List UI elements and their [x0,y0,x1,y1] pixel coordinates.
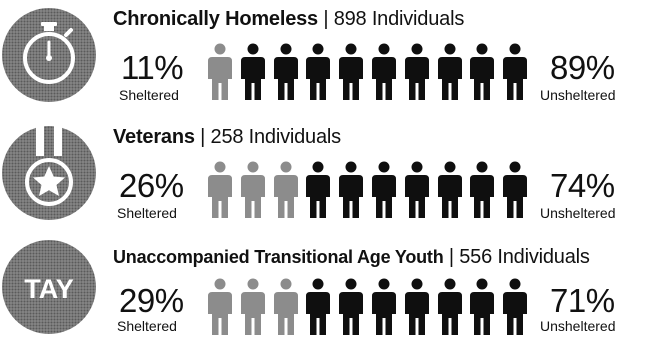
person-icon-unsheltered [274,43,298,100]
person-icon-unsheltered [405,43,429,100]
tay-badge-icon: TAY [2,240,96,334]
person-icon-sheltered [241,161,265,218]
people-figures [208,278,530,338]
sheltered-percent: 11% [121,49,184,86]
people-figures [208,161,530,221]
person-icon-sheltered [208,43,232,100]
section-veterans: Veterans | 258 Individuals 26% Sheltered… [0,118,645,230]
person-icon-unsheltered [306,161,330,218]
person-icon-unsheltered [438,161,462,218]
person-icon-unsheltered [339,43,363,100]
title-separator: | [200,126,206,148]
person-icon-unsheltered [405,161,429,218]
person-icon-sheltered [274,278,298,335]
tay-badge-text: TAY [24,274,74,304]
people-figures [208,43,530,103]
person-icon-unsheltered [306,43,330,100]
individuals-count: 898 Individuals [333,8,465,30]
unsheltered-label: Unsheltered [540,318,616,334]
person-icon-unsheltered [405,278,429,335]
person-icon-unsheltered [339,161,363,218]
section-chronically-homeless: Chronically Homeless | 898 Individuals 1… [0,0,645,112]
person-icon-unsheltered [503,278,527,335]
unsheltered-label: Unsheltered [540,205,616,221]
sheltered-percent: 26% [119,167,184,204]
sheltered-label: Sheltered [117,205,177,221]
category-name: Chronically Homeless [113,8,318,30]
sheltered-percent: 29% [119,282,184,319]
sheltered-label: Sheltered [117,318,177,334]
person-icon-sheltered [208,161,232,218]
individuals-count: 258 Individuals [210,126,342,148]
individuals-count: 556 Individuals [459,246,590,268]
title-separator: | [323,8,329,30]
person-icon-unsheltered [470,278,494,335]
unsheltered-percent: 74% [550,167,615,204]
unsheltered-label: Unsheltered [540,87,616,103]
stopwatch-icon [2,8,96,102]
category-name: Veterans [113,126,195,148]
person-icon-unsheltered [503,161,527,218]
person-icon-unsheltered [470,161,494,218]
person-icon-unsheltered [372,278,396,335]
person-icon-unsheltered [372,161,396,218]
person-icon-unsheltered [241,43,265,100]
unsheltered-percent: 89% [550,49,615,86]
person-icon-unsheltered [372,43,396,100]
person-icon-unsheltered [339,278,363,335]
section-title: Veterans | 258 Individuals [113,126,341,148]
section-title: Unaccompanied Transitional Age Youth | 5… [113,246,590,268]
unsheltered-percent: 71% [550,282,615,319]
person-icon-unsheltered [306,278,330,335]
person-icon-sheltered [241,278,265,335]
sheltered-label: Sheltered [119,87,179,103]
section-title: Chronically Homeless | 898 Individuals [113,8,464,30]
category-name: Unaccompanied Transitional Age Youth [113,247,444,267]
person-icon-unsheltered [470,43,494,100]
person-icon-sheltered [208,278,232,335]
section-tay: TAY Unaccompanied Transitional Age Youth… [0,226,645,338]
person-icon-unsheltered [438,43,462,100]
medal-star-icon [2,126,96,220]
person-icon-unsheltered [503,43,527,100]
title-separator: | [448,246,454,268]
person-icon-sheltered [274,161,298,218]
person-icon-unsheltered [438,278,462,335]
